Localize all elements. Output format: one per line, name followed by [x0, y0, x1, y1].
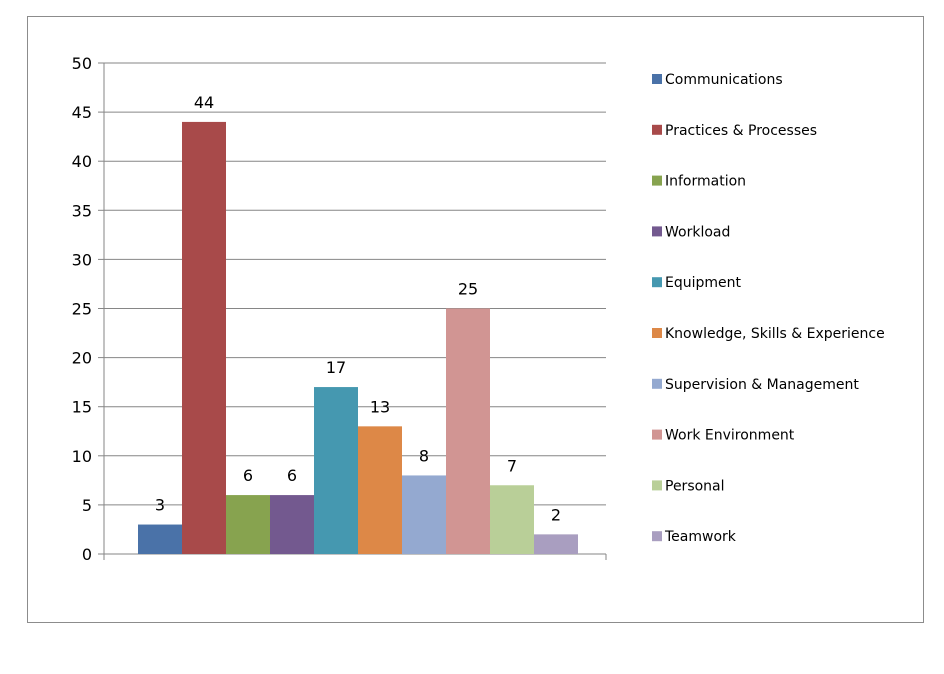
data-label: 6: [243, 466, 253, 485]
legend-swatch: [652, 74, 662, 84]
bar: [534, 534, 578, 554]
legend-item: Knowledge, Skills & Experience: [652, 326, 885, 342]
y-axis-ticks: 0 5 10 15 20 25 30 35 40 45 50: [72, 54, 104, 564]
legend-item: Equipment: [652, 275, 742, 291]
legend-swatch: [652, 175, 662, 186]
legend-label: Workload: [665, 224, 730, 240]
bar: [490, 485, 534, 554]
bar: [446, 308, 490, 554]
legend-swatch: [652, 378, 662, 389]
bars: [138, 121, 578, 555]
bar: [402, 475, 446, 554]
legend-item: Communications: [652, 72, 783, 88]
y-tick-label: 5: [82, 496, 92, 515]
bar: [226, 495, 270, 554]
legend: Communications Practices & Processes Infor…: [652, 72, 885, 545]
legend-label: Knowledge, Skills & Experience: [665, 326, 885, 342]
bar: [358, 426, 402, 554]
legend-label: Work Environment: [665, 428, 795, 444]
data-labels: 3 44 6 6 17 13 8 25 7 2: [155, 93, 561, 524]
y-tick-label: 10: [72, 447, 92, 466]
data-label: 13: [370, 397, 390, 416]
legend-swatch: [652, 531, 662, 542]
bar: [138, 524, 182, 554]
y-tick-label: 30: [72, 250, 92, 269]
data-label: 25: [458, 280, 478, 299]
legend-swatch: [652, 328, 662, 338]
legend-item: Work Environment: [652, 428, 795, 444]
legend-swatch: [652, 480, 662, 491]
legend-swatch: [652, 226, 662, 237]
legend-swatch: [652, 124, 662, 135]
legend-label: Communications: [665, 72, 783, 88]
legend-item: Workload: [652, 224, 730, 240]
bar: [314, 387, 358, 554]
y-tick-label: 0: [82, 545, 92, 564]
data-label: 17: [326, 358, 346, 377]
y-tick-label: 40: [72, 152, 92, 171]
legend-item: Information: [652, 174, 746, 190]
y-tick-label: 35: [72, 201, 92, 220]
legend-label: Equipment: [665, 275, 742, 291]
legend-label: Teamwork: [664, 529, 737, 545]
legend-swatch: [652, 277, 662, 288]
data-label: 6: [287, 466, 297, 485]
legend-item: Supervision & Management: [652, 377, 859, 393]
data-label: 44: [194, 93, 214, 112]
y-tick-label: 45: [72, 103, 92, 122]
y-tick-label: 20: [72, 349, 92, 368]
data-label: 3: [155, 496, 165, 515]
legend-item: Teamwork: [652, 529, 737, 545]
legend-label: Personal: [665, 478, 725, 494]
legend-item: Practices & Processes: [652, 123, 817, 139]
legend-label: Supervision & Management: [665, 377, 859, 393]
bar: [182, 121, 226, 555]
legend-label: Practices & Processes: [665, 123, 817, 139]
data-label: 8: [419, 446, 429, 465]
data-label: 7: [507, 456, 517, 475]
data-label: 2: [551, 505, 561, 524]
bar: [270, 495, 314, 554]
y-tick-label: 25: [72, 300, 92, 319]
legend-swatch: [652, 429, 662, 440]
y-tick-label: 15: [72, 398, 92, 417]
legend-label: Information: [665, 174, 746, 190]
y-tick-label: 50: [72, 54, 92, 73]
legend-item: Personal: [652, 478, 725, 494]
